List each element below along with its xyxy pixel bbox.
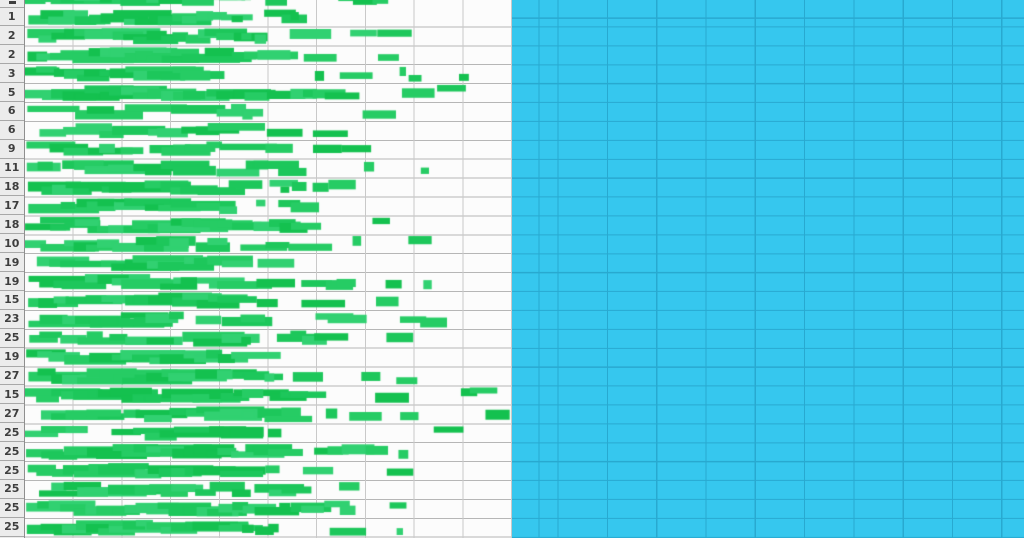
row-header[interactable]: 3 <box>0 64 24 84</box>
row-header-column: 1 2 2 3 5 6 6 9 11 18 17 18 10 19 19 15 23 25 19 27 15 27 25 25… <box>0 0 25 538</box>
row-header[interactable]: 6 <box>0 121 24 140</box>
row-header-partial[interactable] <box>0 0 24 8</box>
selected-range-blue[interactable] <box>512 0 1024 538</box>
green-cells-pattern <box>0 0 512 538</box>
row-header[interactable]: 2 <box>0 45 24 65</box>
row-header[interactable]: 9 <box>0 140 24 159</box>
row-header[interactable]: 18 <box>0 178 24 197</box>
row-header[interactable]: 15 <box>0 291 24 310</box>
row-header[interactable]: 2 <box>0 26 24 46</box>
sheet-grid-white[interactable]: 1 2 2 3 5 6 6 9 11 18 17 18 10 19 19 15 23 25 19 27 15 27 25 25… <box>0 0 512 538</box>
row-header[interactable]: 17 <box>0 197 24 216</box>
row-header[interactable]: 19 <box>0 253 24 273</box>
row-header[interactable]: 25 <box>0 518 24 537</box>
row-header[interactable]: 1 <box>0 8 24 27</box>
row-header[interactable]: 6 <box>0 102 24 121</box>
row-header[interactable]: 18 <box>0 215 24 235</box>
row-header[interactable]: 15 <box>0 386 24 405</box>
row-header[interactable]: 25 <box>0 480 24 499</box>
row-header[interactable]: 25 <box>0 329 24 348</box>
row-header[interactable]: 27 <box>0 404 24 424</box>
row-header[interactable]: 25 <box>0 423 24 443</box>
row-header[interactable]: 10 <box>0 234 24 254</box>
row-header[interactable]: 25 <box>0 499 24 518</box>
row-header[interactable]: 25 <box>0 442 24 462</box>
row-header[interactable]: 25 <box>0 461 24 480</box>
row-header[interactable]: 19 <box>0 348 24 367</box>
row-header[interactable]: 23 <box>0 310 24 329</box>
row-header[interactable]: 27 <box>0 367 24 386</box>
row-header[interactable]: 5 <box>0 83 24 102</box>
row-header[interactable]: 19 <box>0 272 24 291</box>
row-header[interactable]: 11 <box>0 159 24 178</box>
